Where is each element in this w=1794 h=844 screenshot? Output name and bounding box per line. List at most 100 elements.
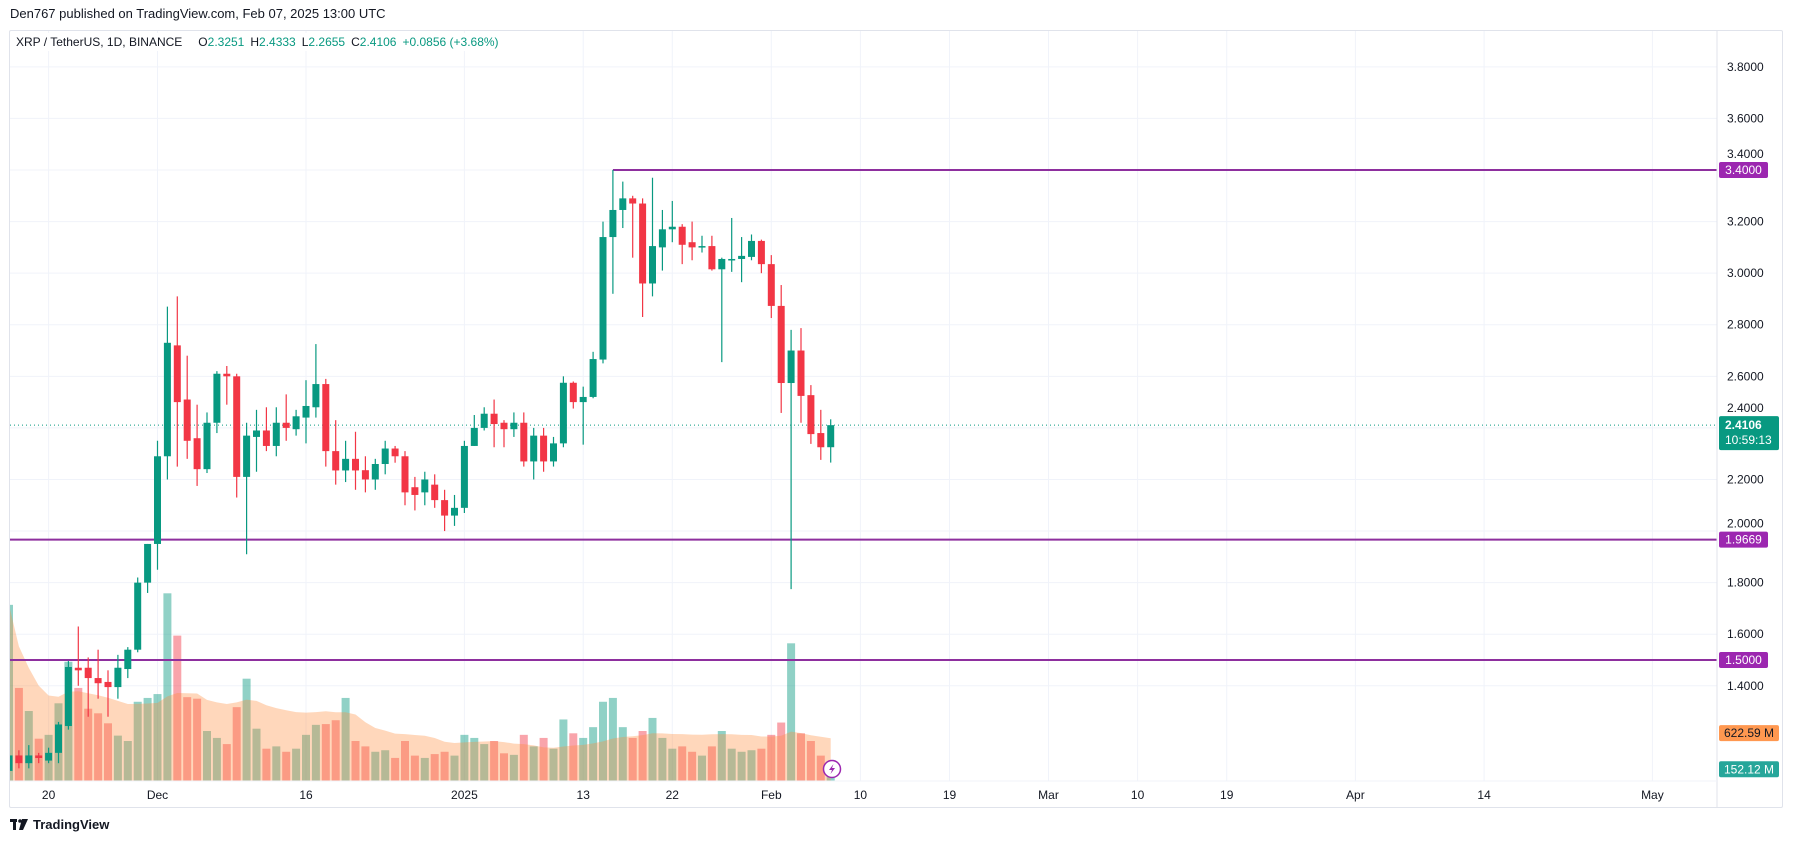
volume-bar [302, 734, 310, 781]
volume-bar [232, 707, 241, 781]
close-label: C [351, 35, 360, 49]
volume-bar [173, 635, 182, 781]
volume-series [10, 593, 835, 781]
candle-body [134, 582, 142, 650]
volume-bar [212, 737, 221, 781]
volume-bar [143, 697, 152, 781]
tradingview-branding[interactable]: TradingView [10, 817, 109, 832]
candle-body [124, 649, 132, 670]
candle [797, 328, 805, 423]
candle [431, 474, 439, 508]
candle-body [609, 209, 617, 238]
candle-body [787, 350, 795, 384]
candle [470, 415, 478, 446]
candle-body [550, 443, 557, 462]
candle [272, 407, 280, 457]
high-value: 2.4333 [259, 35, 296, 49]
low-value: 2.2655 [308, 35, 346, 49]
volume-bar [490, 741, 499, 781]
candle [718, 257, 726, 363]
price-tick-label: 2.8000 [1727, 318, 1764, 332]
candle [599, 221, 607, 364]
symbol-title[interactable]: XRP / TetherUS, 1D, BINANCE [16, 35, 183, 49]
candle-body [599, 237, 607, 360]
price-tick-label: 2.2000 [1727, 472, 1764, 486]
level-price-label: 3.4000 [1725, 163, 1762, 177]
candle [64, 661, 72, 730]
candle [827, 419, 835, 463]
candle [639, 198, 647, 318]
candle [668, 200, 676, 243]
high-label: H [250, 35, 260, 49]
volume-bar [480, 744, 489, 781]
candle [460, 440, 468, 514]
candle-body [678, 226, 686, 245]
volume-bar [272, 746, 281, 781]
volume-bar [321, 724, 330, 781]
candle [55, 721, 62, 764]
candle-body [352, 458, 359, 471]
volume-bar [816, 755, 825, 781]
volume-ma-badge [1719, 725, 1779, 742]
candle [490, 399, 498, 448]
candle-body [827, 425, 835, 448]
candle [381, 440, 389, 475]
volume-bar [113, 735, 122, 781]
candle-body [173, 345, 181, 403]
candle [312, 344, 320, 418]
candle-body [431, 484, 439, 501]
candle [559, 376, 567, 448]
volume-bar [589, 727, 598, 781]
candle [262, 407, 270, 452]
candle [10, 755, 13, 771]
candle-body [193, 438, 201, 470]
candle-body [144, 543, 152, 583]
price-tick-label: 3.6000 [1727, 111, 1764, 125]
candle [649, 177, 656, 297]
symbol-legend[interactable]: XRP / TetherUS, 1D, BINANCE O2.3251 H2.4… [12, 33, 503, 51]
volume-bar [410, 755, 419, 781]
candle-body [708, 246, 716, 270]
volume-bar [282, 751, 291, 781]
candle [35, 752, 43, 764]
candle-body [738, 255, 746, 259]
candle-body [658, 229, 666, 248]
candle-body [322, 384, 330, 452]
last-price-label: 2.4106 [1725, 418, 1762, 432]
volume-bar [539, 737, 548, 781]
candle-body [728, 258, 736, 261]
candle-body [361, 470, 369, 480]
candle [302, 380, 310, 444]
candle-body [451, 507, 458, 516]
volume-bar [460, 734, 469, 781]
volume-bar [648, 717, 657, 781]
volume-bar [74, 687, 83, 781]
candle-body [668, 226, 676, 230]
candle-body [223, 373, 231, 377]
volume-bar [519, 734, 528, 781]
candle [371, 458, 379, 490]
candle-body [183, 399, 191, 441]
volume-bar [618, 727, 627, 781]
volume-bar [242, 678, 251, 781]
candle [154, 440, 161, 570]
candle-body [748, 240, 755, 257]
volume-bar [599, 701, 607, 781]
candle-body [520, 422, 528, 462]
lightning-event-icon[interactable] [822, 759, 842, 779]
candle [144, 543, 152, 593]
tradingview-logo-icon [10, 818, 28, 830]
volume-bar [688, 751, 697, 781]
candle [401, 451, 409, 506]
time-axis[interactable]: 20 Dec 16 2025 13 22 Feb 10 19 Mar 10 19 Apr 14 May [42, 788, 1664, 802]
volume-bar [500, 753, 508, 781]
candle-body [530, 435, 538, 462]
time-tick-label: Feb [761, 788, 782, 802]
price-axis[interactable]: 3.8000 3.6000 3.4000 3.2000 3.0000 2.8000 2.60… [1727, 60, 1764, 693]
time-tick-label: 19 [1220, 788, 1234, 802]
candle [163, 306, 171, 480]
horizontal-levels[interactable] [10, 169, 1717, 662]
volume-bar [104, 723, 112, 781]
candle-body [817, 433, 825, 448]
